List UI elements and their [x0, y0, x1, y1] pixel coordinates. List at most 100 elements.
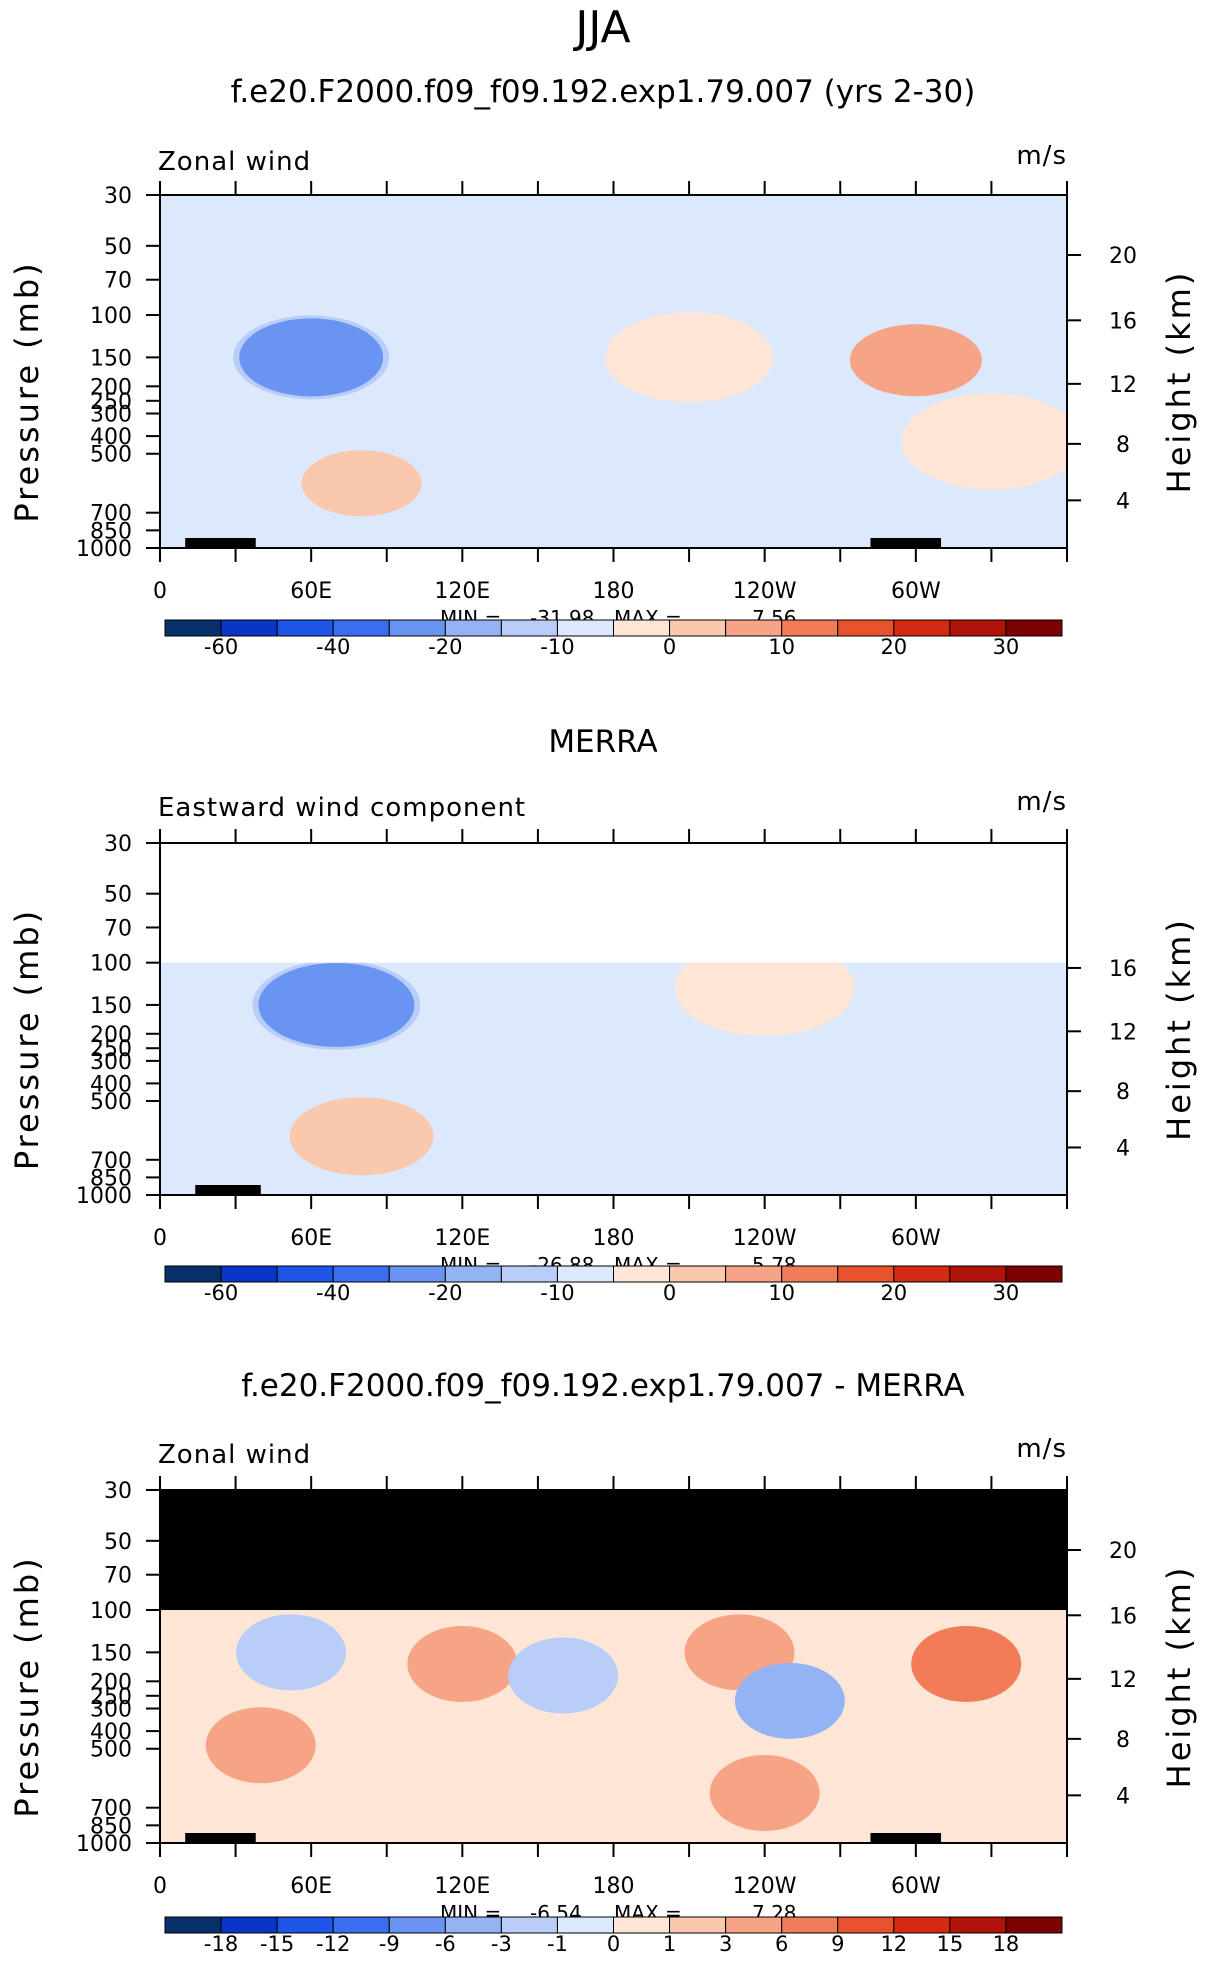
y-tick-label: 250	[90, 1037, 132, 1062]
colorbar-swatch	[1005, 1265, 1063, 1283]
y-tick-label: 300	[90, 403, 132, 428]
colorbar-swatch	[837, 619, 895, 637]
panel-1: f.e20.F2000.f09_f09.192.exp1.79.007 (yrs…	[8, 74, 1198, 659]
colorbar-label: -40	[316, 1281, 350, 1305]
colorbar-swatch	[500, 619, 558, 637]
x-tick-label: 60E	[290, 1226, 332, 1251]
variable-label: Eastward wind component	[158, 793, 526, 823]
colorbar-label: -18	[204, 1932, 238, 1956]
colorbar-swatch	[556, 619, 614, 637]
height-tick-label: 8	[1116, 433, 1130, 458]
y-tick-label: 150	[90, 1641, 132, 1666]
x-tick-label: 0	[153, 1226, 167, 1251]
x-tick-label: 180	[593, 1874, 635, 1899]
height-tick-label: 20	[1109, 1539, 1137, 1564]
colorbar-label: -9	[379, 1932, 400, 1956]
x-tick-label: 120W	[733, 1874, 797, 1899]
colorbar-swatch	[781, 1265, 839, 1283]
contour-blob	[258, 962, 415, 1047]
height-tick-label: 16	[1109, 1604, 1137, 1629]
x-tick-label: 60E	[290, 1874, 332, 1899]
y-tick-label: 100	[90, 304, 132, 329]
colorbar-label: 9	[831, 1932, 844, 1956]
units-label: m/s	[1016, 787, 1067, 817]
colorbar-swatch	[949, 619, 1007, 637]
topography	[870, 538, 942, 548]
y-tick-label: 200	[90, 1023, 132, 1048]
colorbar-swatch	[1005, 1916, 1063, 1934]
colorbar-label: 10	[768, 1281, 795, 1305]
height-tick-label: 12	[1109, 373, 1137, 398]
colorbar-swatch	[1005, 619, 1063, 637]
colorbar-swatch	[500, 1916, 558, 1934]
height-tick-label: 12	[1109, 1668, 1137, 1693]
colorbar-label: 12	[880, 1932, 907, 1956]
y-tick-label: 700	[90, 502, 132, 527]
colorbar-label: -40	[316, 635, 350, 659]
y-tick-label: 70	[104, 269, 132, 294]
colorbar-swatch	[669, 1265, 727, 1283]
colorbar-label: 0	[663, 1281, 676, 1305]
colorbar-swatch	[613, 619, 671, 637]
contour-blob	[849, 324, 982, 397]
colorbar-swatch	[669, 1916, 727, 1934]
panel-title: f.e20.F2000.f09_f09.192.exp1.79.007 - ME…	[241, 1368, 964, 1404]
topography	[230, 1833, 256, 1843]
panel-title: MERRA	[548, 724, 657, 760]
y-tick-label: 850	[90, 1814, 132, 1839]
colorbar-label: -6	[435, 1932, 456, 1956]
variable-label: Zonal wind	[158, 1440, 311, 1470]
colorbar-swatch	[613, 1265, 671, 1283]
y-tick-label: 100	[90, 952, 132, 977]
colorbar-swatch	[893, 1916, 951, 1934]
contour-blob	[911, 1625, 1022, 1702]
colorbar-swatch	[276, 1916, 334, 1934]
colorbar-swatch	[837, 1916, 895, 1934]
colorbar-label: 0	[663, 635, 676, 659]
x-tick-label: 120W	[733, 579, 797, 604]
units-label: m/s	[1016, 1434, 1067, 1464]
y-axis-label: Pressure (mb)	[8, 908, 46, 1170]
colorbar-swatch	[556, 1916, 614, 1934]
contour-blob	[239, 318, 384, 397]
y-tick-label: 200	[90, 1670, 132, 1695]
colorbar-swatch	[949, 1916, 1007, 1934]
colorbar-swatch	[725, 1916, 783, 1934]
colorbar-swatch	[781, 619, 839, 637]
contour-blob	[901, 393, 1067, 490]
colorbar-swatch	[276, 1265, 334, 1283]
colorbar-swatch	[444, 1916, 502, 1934]
height-tick-label: 4	[1116, 1136, 1130, 1161]
contour-blob	[236, 1614, 347, 1691]
y-tick-label: 1000	[76, 537, 132, 562]
y-tick-label: 30	[104, 184, 132, 209]
colorbar-swatch	[332, 619, 390, 637]
y-tick-label: 400	[90, 425, 132, 450]
x-tick-label: 120W	[733, 1226, 797, 1251]
y-tick-label: 250	[90, 1685, 132, 1710]
contour-blob	[301, 450, 422, 517]
y-tick-label: 850	[90, 519, 132, 544]
colorbar-swatch	[444, 619, 502, 637]
colorbar-label: 10	[768, 635, 795, 659]
colorbar-swatch	[949, 1265, 1007, 1283]
colorbar-label: -60	[204, 1281, 238, 1305]
contour-blob	[205, 1707, 316, 1784]
x-tick-label: 60W	[891, 579, 941, 604]
colorbar-swatch	[893, 1265, 951, 1283]
colorbar-swatch	[164, 1916, 222, 1934]
plot-area	[160, 195, 1067, 548]
y-tick-label: 50	[104, 1530, 132, 1555]
x-tick-label: 120E	[434, 579, 490, 604]
colorbar-swatch	[220, 619, 278, 637]
units-label: m/s	[1016, 141, 1067, 171]
colorbar-swatch	[556, 1265, 614, 1283]
topography	[195, 1185, 261, 1195]
height-tick-label: 8	[1116, 1728, 1130, 1753]
y-tick-label: 850	[90, 1166, 132, 1191]
colorbar-label: 1	[663, 1932, 676, 1956]
y-tick-label: 1000	[76, 1184, 132, 1209]
colorbar-label: 6	[775, 1932, 788, 1956]
colorbar-label: 20	[880, 635, 907, 659]
